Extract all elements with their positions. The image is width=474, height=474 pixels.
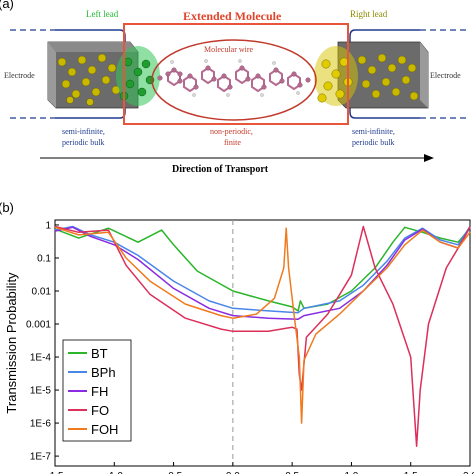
- transmission-chart: -1.5 -1.0 -0.5 0.0 0.5 1.0 1.5 2.0 1 0.1 0.01 0.001…: [4, 219, 474, 474]
- series-line-bt: [54, 226, 471, 312]
- legend-label-fo: FO: [91, 403, 109, 418]
- right-electrode-label: Electrode: [430, 71, 461, 80]
- y-tick-label: 0.1: [37, 253, 51, 264]
- right-lead-label: Right lead: [350, 9, 388, 19]
- legend-label-bt: BT: [91, 346, 108, 361]
- panel-b-label: (b): [0, 200, 14, 215]
- molecular-wire-ellipse: [151, 39, 317, 121]
- series-line-fh: [54, 226, 471, 320]
- x-tick-label: -1.0: [106, 471, 124, 474]
- legend-label-foh: FOH: [91, 422, 118, 437]
- schematic: Left lead Extended Molecule Right lead M…: [4, 9, 470, 175]
- left-lead-label: Left lead: [86, 9, 119, 19]
- y-tick-label: 0.01: [32, 286, 52, 297]
- middle-region-line1: non-periodic,: [210, 127, 253, 136]
- panel-a-label: (a): [0, 0, 14, 11]
- x-tick-label: -1.5: [46, 471, 64, 474]
- x-tick-label: 0.0: [226, 471, 240, 474]
- y-tick-label: 1E-4: [30, 353, 52, 364]
- legend-label-bph: BPh: [91, 365, 116, 380]
- plot-frame: [54, 219, 471, 467]
- x-tick-label: 2.0: [463, 471, 474, 474]
- y-tick-label: 1E-6: [30, 419, 52, 430]
- left-electrode-atoms: [57, 53, 121, 106]
- left-region-line2: periodic bulk: [62, 138, 104, 147]
- legend-box: [62, 339, 132, 442]
- y-tick-label: 1E-7: [30, 452, 52, 463]
- left-electrode-label: Electrode: [4, 71, 35, 80]
- transport-label: Direction of Transport: [172, 164, 269, 175]
- left-region-line1: semi-infinite,: [62, 127, 105, 136]
- extended-molecule-title: Extended Molecule: [183, 9, 282, 23]
- right-region-line2: periodic bulk: [352, 138, 394, 147]
- y-axis-label: Transmission Probability: [4, 272, 19, 414]
- extended-molecule-box: [123, 23, 349, 125]
- y-tick-label: 1: [45, 220, 51, 231]
- x-tick-label: 1.0: [344, 471, 358, 474]
- y-tick-label: 0.001: [26, 320, 51, 331]
- right-electrode-atoms: [357, 53, 419, 101]
- x-tick-label: 1.5: [404, 471, 418, 474]
- y-tick-label: 1E-5: [30, 386, 52, 397]
- series-line-foh: [54, 226, 471, 424]
- legend-label-fh: FH: [91, 384, 108, 399]
- molecular-wire-label: Molecular wire: [204, 45, 254, 54]
- x-tick-label: 0.5: [285, 471, 299, 474]
- middle-region-line2: finite: [224, 138, 241, 147]
- right-region-line1: semi-infinite,: [352, 127, 395, 136]
- x-tick-label: -0.5: [165, 471, 183, 474]
